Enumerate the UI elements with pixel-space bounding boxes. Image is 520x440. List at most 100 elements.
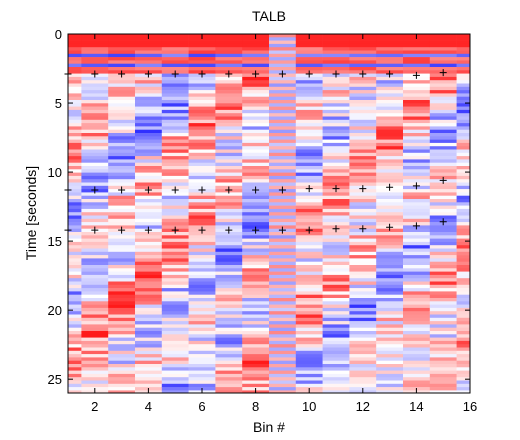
heatmap-cell <box>242 324 270 328</box>
heatmap-cell <box>188 367 216 371</box>
heatmap-cell <box>68 268 82 272</box>
heatmap-cell <box>242 258 270 262</box>
plot-frame <box>67 33 471 394</box>
heatmap-cell <box>108 169 136 173</box>
heatmap-cell <box>81 90 109 94</box>
heatmap-cell <box>349 284 377 289</box>
heatmap-cell <box>242 129 270 134</box>
plus-marker <box>305 70 313 78</box>
heatmap-cell <box>161 182 189 187</box>
heatmap-cell <box>269 281 297 286</box>
heatmap-cell <box>295 113 323 117</box>
heatmap-cell <box>456 337 470 342</box>
heatmap-cell <box>81 146 109 150</box>
heatmap-cell <box>295 311 323 315</box>
heatmap-cell <box>376 377 404 381</box>
heatmap-cell <box>456 86 470 91</box>
heatmap-cell <box>188 357 216 361</box>
heatmap-cell <box>295 304 323 309</box>
heatmap-cell <box>108 248 136 253</box>
heatmap-cell <box>68 350 82 355</box>
heatmap-cell <box>242 212 270 216</box>
heatmap-cell <box>403 337 431 342</box>
heatmap-cell <box>349 258 377 262</box>
heatmap-cell <box>269 47 297 51</box>
heatmap-cell <box>68 192 82 196</box>
heatmap-cell <box>295 238 323 243</box>
heatmap-cell <box>68 80 82 84</box>
heatmap-cell <box>322 340 350 345</box>
heatmap-cell <box>68 57 82 61</box>
heatmap-cell <box>161 83 189 88</box>
heatmap-cell <box>456 291 470 295</box>
heatmap-cell <box>349 268 377 272</box>
heatmap-cell <box>403 367 431 371</box>
heatmap-cell <box>81 360 109 365</box>
heatmap-cell <box>242 133 270 137</box>
heatmap-cell <box>403 307 431 312</box>
heatmap-cell <box>269 311 297 315</box>
heatmap-cell <box>295 370 323 375</box>
heatmap-cell <box>269 288 297 292</box>
heatmap-cell <box>68 321 82 325</box>
heatmap-cell <box>161 175 189 180</box>
heatmap-cell <box>188 304 216 309</box>
heatmap-cell <box>349 60 377 64</box>
heatmap-cell <box>403 271 431 276</box>
heatmap-cell <box>322 195 350 200</box>
heatmap-cell <box>108 222 136 226</box>
heatmap-cell <box>349 149 377 154</box>
heatmap-cell <box>403 86 431 91</box>
heatmap-cell <box>429 294 457 299</box>
heatmap-cell <box>349 235 377 239</box>
heatmap-cell <box>81 274 109 279</box>
heatmap-cell <box>215 202 243 206</box>
heatmap-cell <box>349 96 377 101</box>
heatmap-cell <box>376 50 404 55</box>
heatmap-cell <box>81 136 109 140</box>
heatmap-cell <box>242 67 270 71</box>
heatmap-cell <box>242 215 270 220</box>
heatmap-cell <box>108 80 136 84</box>
plus-marker <box>412 71 420 79</box>
heatmap-cell <box>68 340 82 345</box>
heatmap-cell <box>295 261 323 266</box>
heatmap-cell <box>429 205 457 210</box>
heatmap-cell <box>215 238 243 243</box>
heatmap-cell <box>81 169 109 173</box>
heatmap-cell <box>135 40 163 45</box>
heatmap-cell <box>68 367 82 371</box>
heatmap-cell <box>68 63 82 68</box>
plus-marker <box>252 70 260 78</box>
heatmap-cell <box>108 129 136 134</box>
heatmap-cell <box>295 202 323 206</box>
heatmap-cell <box>135 37 163 41</box>
heatmap-cell <box>188 340 216 345</box>
heatmap-cell <box>322 63 350 68</box>
heatmap-cell <box>135 301 163 305</box>
heatmap-cell <box>188 370 216 375</box>
heatmap-cell <box>269 344 297 348</box>
plus-marker <box>171 70 179 78</box>
heatmap-cell <box>456 258 470 262</box>
heatmap-cell <box>403 238 431 243</box>
heatmap-cell <box>108 377 136 381</box>
heatmap-cell <box>242 354 270 358</box>
heatmap-cell <box>429 100 457 104</box>
heatmap-cell <box>215 383 243 388</box>
heatmap-cell <box>403 119 431 124</box>
heatmap-cell <box>376 311 404 315</box>
heatmap-cell <box>215 47 243 51</box>
plus-marker <box>278 70 286 78</box>
heatmap-cell <box>403 159 431 163</box>
heatmap-cell <box>135 60 163 64</box>
heatmap-cell <box>161 43 189 48</box>
heatmap-cell <box>188 331 216 335</box>
heatmap-cell <box>349 317 377 322</box>
heatmap-cell <box>81 202 109 206</box>
heatmap-cell <box>429 298 457 302</box>
heatmap-cell <box>295 324 323 328</box>
heatmap-cell <box>135 103 163 107</box>
heatmap-cell <box>456 136 470 140</box>
heatmap-cell <box>295 241 323 246</box>
